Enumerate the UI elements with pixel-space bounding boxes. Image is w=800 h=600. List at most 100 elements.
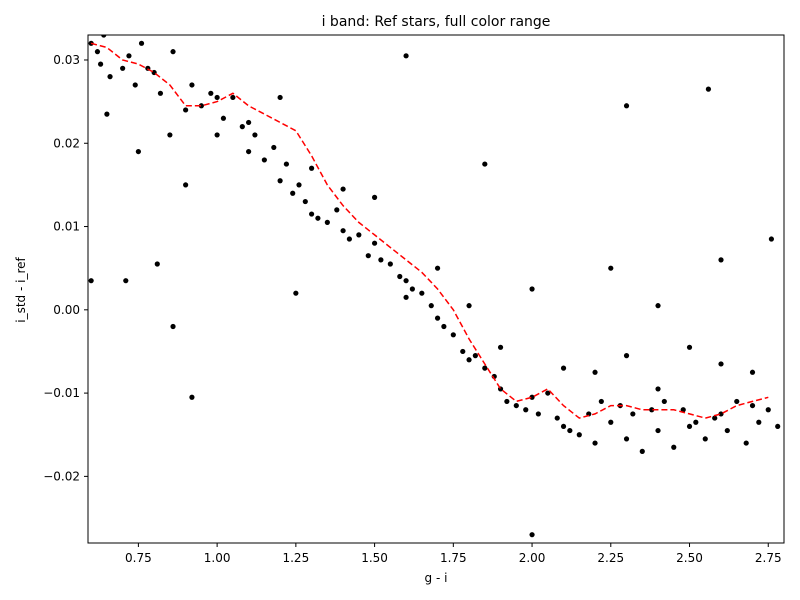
data-point	[183, 182, 189, 188]
data-point	[334, 207, 340, 213]
data-point	[365, 253, 371, 259]
data-point	[749, 402, 756, 409]
data-point	[126, 53, 132, 59]
data-point	[340, 228, 346, 234]
data-point	[718, 257, 724, 263]
data-point	[183, 107, 189, 113]
data-point	[403, 278, 409, 284]
data-point	[718, 411, 724, 417]
data-point	[513, 402, 519, 409]
data-point	[482, 161, 488, 167]
data-point	[198, 103, 204, 109]
x-tick-label: 1.75	[440, 551, 467, 565]
data-point	[214, 132, 220, 138]
x-tick-label: 2.50	[676, 551, 703, 565]
data-point	[246, 119, 252, 126]
data-point	[97, 61, 104, 67]
data-point	[523, 407, 529, 413]
data-point	[230, 94, 236, 101]
data-point	[749, 369, 756, 375]
data-point	[107, 74, 113, 80]
data-point	[560, 423, 567, 430]
data-point	[434, 265, 441, 271]
data-point	[705, 86, 712, 92]
data-point	[756, 419, 762, 425]
x-axis-label: g - i	[425, 571, 448, 585]
data-point	[466, 357, 472, 363]
data-point	[724, 427, 730, 434]
data-point	[277, 178, 283, 184]
data-point	[409, 286, 415, 292]
data-point	[296, 182, 302, 188]
data-point	[567, 427, 573, 434]
data-point	[680, 407, 686, 413]
data-point	[608, 265, 614, 271]
data-point	[356, 232, 362, 238]
x-tick-label: 2.00	[519, 551, 546, 565]
data-point	[428, 303, 434, 309]
data-point	[387, 261, 393, 267]
data-point	[592, 440, 598, 446]
data-point	[472, 353, 478, 359]
x-tick-label: 0.75	[125, 551, 152, 565]
x-tick-label: 2.25	[597, 551, 624, 565]
data-point	[712, 415, 718, 421]
data-point	[535, 411, 541, 417]
data-point	[138, 40, 145, 46]
data-point	[686, 344, 693, 350]
data-point	[120, 65, 126, 71]
data-point	[309, 211, 315, 217]
data-point	[671, 444, 677, 450]
data-point	[504, 398, 510, 405]
data-point	[419, 290, 425, 296]
data-point	[623, 103, 630, 109]
data-point	[239, 124, 245, 130]
data-point	[661, 398, 667, 405]
data-point	[309, 165, 315, 171]
data-point	[252, 132, 258, 138]
data-point	[686, 423, 693, 430]
data-point	[220, 115, 227, 121]
data-point	[189, 394, 195, 400]
y-tick-label: 0.01	[53, 220, 80, 234]
data-point	[693, 419, 699, 425]
data-point	[460, 348, 466, 355]
data-point	[775, 423, 781, 430]
data-point	[378, 257, 384, 263]
y-axis-label: i_std - i_ref	[14, 256, 28, 322]
data-point	[649, 407, 655, 413]
plot-frame	[87, 34, 785, 544]
data-point	[340, 186, 346, 192]
y-tick-label: 0.03	[53, 53, 80, 67]
data-point	[397, 273, 403, 280]
data-point	[101, 35, 107, 38]
data-point	[94, 49, 101, 55]
data-point	[702, 436, 708, 442]
data-point	[277, 94, 283, 101]
data-point	[734, 398, 740, 405]
y-tick-label: −0.01	[43, 386, 80, 400]
data-point	[302, 198, 308, 205]
data-point	[545, 390, 551, 396]
data-point	[441, 323, 447, 330]
data-point	[135, 148, 141, 155]
data-point	[293, 290, 299, 296]
data-point	[608, 419, 614, 425]
data-point	[315, 215, 321, 221]
data-point	[104, 111, 110, 117]
data-point	[371, 194, 378, 200]
data-point	[290, 190, 296, 196]
data-point	[123, 278, 129, 284]
data-point	[170, 323, 176, 330]
trend-line	[90, 42, 769, 419]
x-tick-label: 2.75	[755, 551, 782, 565]
data-point	[170, 49, 176, 55]
plot-area	[88, 35, 781, 538]
data-point	[554, 415, 560, 421]
data-point	[324, 219, 330, 225]
data-point	[403, 53, 409, 59]
data-point	[246, 148, 252, 155]
y-tick-label: 0.00	[53, 303, 80, 317]
